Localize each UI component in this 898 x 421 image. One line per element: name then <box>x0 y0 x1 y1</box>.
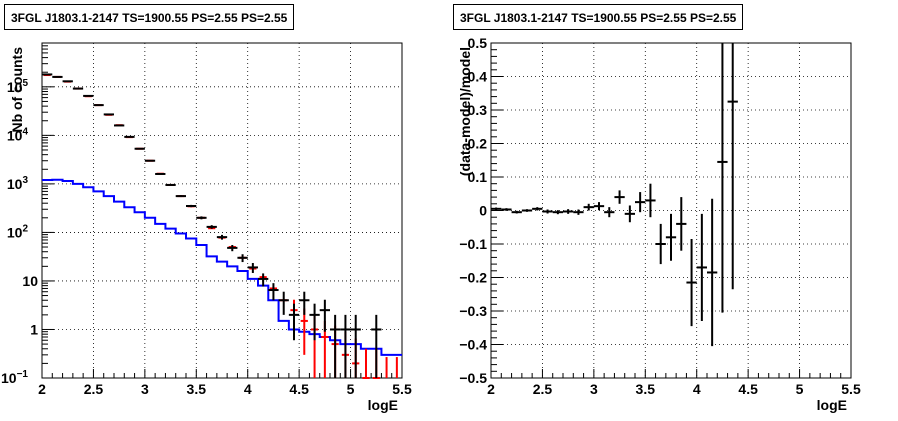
right-y-tick-label: 0 <box>479 203 487 219</box>
right-y-axis-label: (data-model)/model <box>457 47 473 176</box>
left-y-axis-label: Nb of counts <box>9 47 25 133</box>
left-x-tick-label: 4.5 <box>289 381 309 397</box>
counts-chart: 2 2.5 3 3.5 4 4.5 5 5.510−1110102103104105logEN… <box>1 42 412 413</box>
right-x-tick-label: 4 <box>693 381 701 397</box>
left-x-tick-label: 3.5 <box>187 381 207 397</box>
right-y-tick-label: −0.4 <box>459 337 487 353</box>
right-y-tick-label: 0.4 <box>468 69 488 85</box>
left-x-tick-label: 2 <box>38 381 46 397</box>
right-y-tick-label: 0.3 <box>468 102 488 118</box>
right-x-tick-label: 5.5 <box>841 381 861 397</box>
left-y-tick-label: 1 <box>30 321 38 337</box>
right-x-tick-label: 3 <box>590 381 598 397</box>
right-chart-title: 3FGL J1803.1-2147 TS=1900.55 PS=2.55 PS=… <box>453 4 744 30</box>
right-y-tick-label: −0.3 <box>459 303 487 319</box>
source-model-line <box>42 178 402 356</box>
right-x-axis-label: logE <box>817 397 847 413</box>
right-x-tick-label: 5 <box>796 381 804 397</box>
left-y-tick-label: 102 <box>7 223 29 240</box>
right-y-tick-label: 0.5 <box>468 35 488 51</box>
right-x-tick-label: 2 <box>487 381 495 397</box>
right-y-tick-label: 0.2 <box>468 136 488 152</box>
right-y-tick-label: 0.1 <box>468 169 488 185</box>
left-chart-title: 3FGL J1803.1-2147 TS=1900.55 PS=2.55 PS=… <box>4 4 295 30</box>
right-x-tick-label: 2.5 <box>533 381 553 397</box>
left-y-tick-label: 10 <box>22 273 38 289</box>
left-x-tick-label: 2.5 <box>84 381 104 397</box>
right-y-tick-label: −0.5 <box>459 370 487 386</box>
left-x-tick-label: 5.5 <box>392 381 412 397</box>
left-x-tick-label: 4 <box>244 381 252 397</box>
left-y-tick-label: 103 <box>7 175 29 192</box>
left-x-axis-label: logE <box>368 397 398 413</box>
right-y-tick-label: −0.2 <box>459 270 487 286</box>
left-plot-frame <box>41 42 403 379</box>
left-y-tick-label: 10−1 <box>1 369 28 386</box>
residual-chart: 2 2.5 3 3.5 4 4.5 5 5.5 −0.5 −0.4 −0.3 −0.2 −0.1 0 0.1… <box>457 35 861 413</box>
right-x-tick-label: 3.5 <box>636 381 656 397</box>
right-y-tick-label: −0.1 <box>459 236 487 252</box>
left-x-tick-label: 5 <box>347 381 355 397</box>
right-x-tick-label: 4.5 <box>738 381 758 397</box>
left-x-tick-label: 3 <box>141 381 149 397</box>
